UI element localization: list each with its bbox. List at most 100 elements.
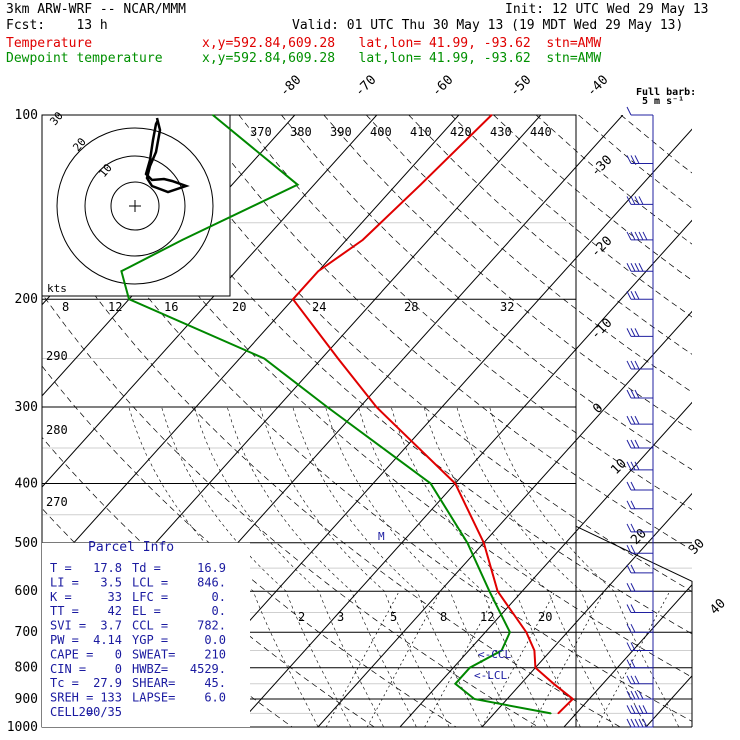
temperature-point (490, 114, 493, 116)
parcel-label: LAPSE= (132, 691, 175, 705)
parcel-label: SHEAR= (132, 676, 175, 690)
barb-flag (634, 690, 640, 700)
isotherm-line (42, 115, 460, 579)
barb-flag (626, 415, 632, 425)
mixing-ratio-label: 12 (480, 610, 494, 624)
wind-barbs: Full barb:5 m s⁻¹ (626, 87, 696, 728)
parcel-value: 3.5 (100, 575, 122, 589)
parcel-label: SREH = (50, 691, 93, 705)
barb-flag (626, 155, 632, 164)
barb-flag (630, 523, 636, 533)
barb-flag (630, 291, 636, 300)
barb-flag (634, 675, 640, 685)
moist-adiabat (325, 406, 516, 727)
parcel-label: CAPE = (50, 647, 93, 661)
temperature-point (525, 631, 528, 633)
pressure-tick-label: 600 (15, 584, 38, 599)
barb-flag (634, 291, 640, 300)
wind-barb (626, 291, 653, 300)
wind-barb (626, 231, 653, 241)
speed-scale-label: 12 (108, 300, 122, 314)
barb-flag (634, 461, 640, 471)
moist-adiabat (161, 406, 352, 727)
wind-barb (626, 705, 653, 714)
dry-adiabat (323, 115, 692, 431)
dewpoint-point (326, 406, 329, 408)
dry-adiabat (281, 115, 692, 471)
parcel-label: LCL = (132, 575, 168, 589)
hodograph-ring (110, 181, 160, 231)
wind-barb (626, 106, 653, 116)
dewpoint-point (488, 590, 491, 593)
barb-flag (630, 263, 636, 272)
parcel-value: 782. (197, 619, 226, 633)
barb-flag (638, 690, 644, 700)
mixing-ratio-line (424, 591, 498, 727)
barb-flag (630, 196, 636, 205)
temperature-location: x,y=592.84,609.28 lat,lon= 41.99, -93.62… (202, 36, 602, 51)
wind-barb (626, 196, 653, 205)
parcel-value: 42 (108, 604, 122, 618)
parcel-value: 16.9 (197, 561, 226, 575)
dry-adiabat (42, 436, 375, 727)
barb-flag (626, 328, 632, 337)
parcel-value: 0. (212, 590, 226, 604)
theta-label: 410 (410, 125, 432, 139)
barb-flag (630, 155, 636, 164)
barb-flag (634, 231, 640, 241)
parcel-value: 4529. (190, 662, 226, 676)
dewpoint-point (468, 666, 471, 669)
isotherm-label: -20 (588, 234, 615, 261)
dewpoint-line (120, 114, 551, 715)
dry-adiabat (42, 218, 621, 727)
wind-barb (626, 500, 653, 510)
isotherm-label: -60 (429, 73, 456, 100)
temperature-point (496, 590, 499, 593)
pressure-tick-label: 200 (15, 292, 38, 307)
valid-time: Valid: 01 UTC Thu 30 May 13 (19 MDT Wed … (292, 18, 684, 33)
theta-label: 390 (330, 125, 352, 139)
dry-adiabat (238, 115, 692, 510)
wind-barb (626, 523, 653, 533)
pressure-tick-label: 300 (15, 400, 38, 415)
plot-frame-extension (575, 525, 693, 727)
wind-barb (626, 564, 653, 574)
barb-flag (630, 500, 636, 510)
dewpoint-point (128, 298, 130, 301)
dewpoint-point (550, 712, 552, 715)
moist-adiabat (489, 406, 680, 727)
moist-adiabat (128, 406, 319, 727)
temperature-point (483, 541, 485, 544)
moist-adiabat (390, 406, 581, 727)
barb-flag (626, 106, 632, 116)
parcel-label: PW = (50, 633, 79, 647)
sounding-marker: M (378, 530, 385, 543)
pressure-tick-label: 500 (15, 536, 38, 551)
temperature-point (317, 270, 319, 273)
barb-flag (630, 461, 636, 471)
barb-flag (642, 705, 648, 714)
dry-adiabat (620, 115, 692, 174)
barb-flag (626, 389, 632, 399)
plot-frame (41, 114, 577, 728)
barb-flag (638, 231, 644, 241)
dewpoint-location: x,y=592.84,609.28 lat,lon= 41.99, -93.62… (202, 51, 602, 66)
wind-barb (626, 642, 653, 652)
parcel-value: 27.9 (93, 676, 122, 690)
wind-barb (626, 481, 653, 491)
moist-adiabat (423, 406, 614, 727)
barb-flag (630, 481, 636, 491)
isotherm-line (645, 675, 692, 727)
barb-flag (626, 291, 632, 300)
hodograph-units: kts (47, 282, 67, 295)
dry-adiabat (42, 141, 692, 722)
isotherm-line (728, 115, 740, 727)
barb-flag (626, 642, 632, 651)
barb-flag (634, 439, 640, 449)
barb-flag (626, 461, 632, 471)
barb-flag (634, 360, 640, 370)
dry-adiabat (366, 115, 692, 393)
temperature-point (419, 183, 422, 186)
barb-flag (626, 659, 632, 668)
theta-label: 380 (290, 125, 312, 139)
